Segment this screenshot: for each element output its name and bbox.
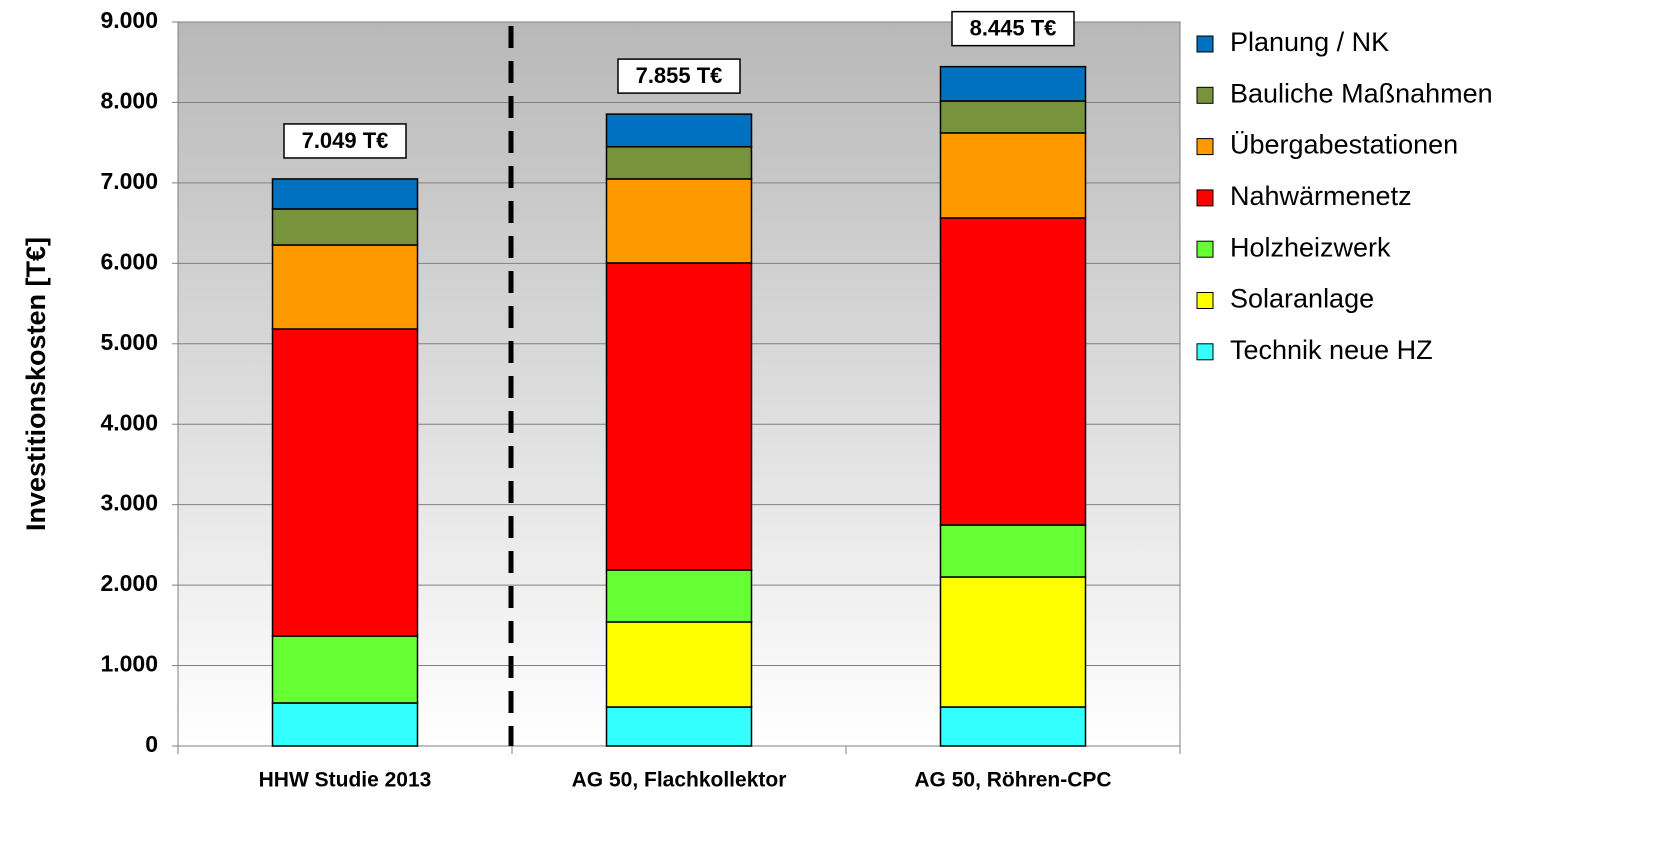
y-tick-label: 8.000: [100, 88, 158, 114]
bar-segment: [939, 706, 1087, 747]
legend-label: Bauliche Maßnahmen: [1230, 78, 1493, 108]
bar-segment: [939, 132, 1087, 219]
total-label: 7.049 T€: [302, 128, 389, 153]
bar-segment: [605, 262, 753, 571]
legend-swatch: [1196, 138, 1214, 156]
y-tick-label: 1.000: [100, 651, 158, 677]
legend-label: Übergabestationen: [1230, 130, 1458, 160]
total-label: 7.855 T€: [636, 63, 723, 88]
x-tick-label: AG 50, Röhren-CPC: [914, 769, 1111, 792]
legend-swatch: [1196, 189, 1214, 207]
legend-label: Planung / NK: [1230, 27, 1389, 57]
y-tick-label: 2.000: [100, 570, 158, 596]
bar-segment: [271, 635, 419, 704]
bar-segment: [271, 328, 419, 637]
legend-label: Solaranlage: [1230, 284, 1374, 314]
bar-segment: [939, 217, 1087, 526]
total-box: [283, 123, 407, 159]
legend-swatch: [1196, 86, 1214, 104]
bar-segment: [605, 178, 753, 264]
legend-label: Technik neue HZ: [1230, 335, 1433, 365]
total-label: 8.445 T€: [970, 15, 1057, 40]
bar-segment: [939, 524, 1087, 578]
legend-label: Holzheizwerk: [1230, 232, 1391, 262]
bar-segment: [271, 208, 419, 246]
bar-segment: [605, 569, 753, 623]
x-tick-label: HHW Studie 2013: [259, 769, 432, 792]
legend-label: Nahwärmenetz: [1230, 181, 1412, 211]
bar-segment: [605, 621, 753, 708]
bar-segment: [939, 100, 1087, 134]
y-axis-label: Investitionskosten [T€]: [21, 237, 51, 531]
y-tick-label: 7.000: [100, 168, 158, 194]
bar-segment: [605, 706, 753, 747]
legend-swatch: [1196, 343, 1214, 361]
x-tick-label: AG 50, Flachkollektor: [572, 769, 787, 792]
bar-segment: [271, 178, 419, 210]
total-box: [617, 58, 741, 94]
y-tick-label: 3.000: [100, 490, 158, 516]
bar-segment: [939, 576, 1087, 708]
total-box: [951, 10, 1075, 47]
legend-swatch: [1196, 35, 1214, 53]
y-tick-label: 6.000: [100, 248, 158, 274]
bar-segment: [271, 702, 419, 747]
y-tick-label: 4.000: [100, 409, 158, 435]
legend-swatch: [1196, 292, 1214, 309]
y-tick-label: 9.000: [100, 7, 158, 33]
legend-swatch: [1196, 240, 1214, 258]
y-tick-label: 5.000: [100, 329, 158, 355]
y-tick-label: 0: [145, 731, 158, 757]
bar-segment: [605, 146, 753, 180]
bar-segment: [605, 113, 753, 148]
bar-segment: [939, 65, 1087, 102]
bar-segment: [271, 244, 419, 330]
